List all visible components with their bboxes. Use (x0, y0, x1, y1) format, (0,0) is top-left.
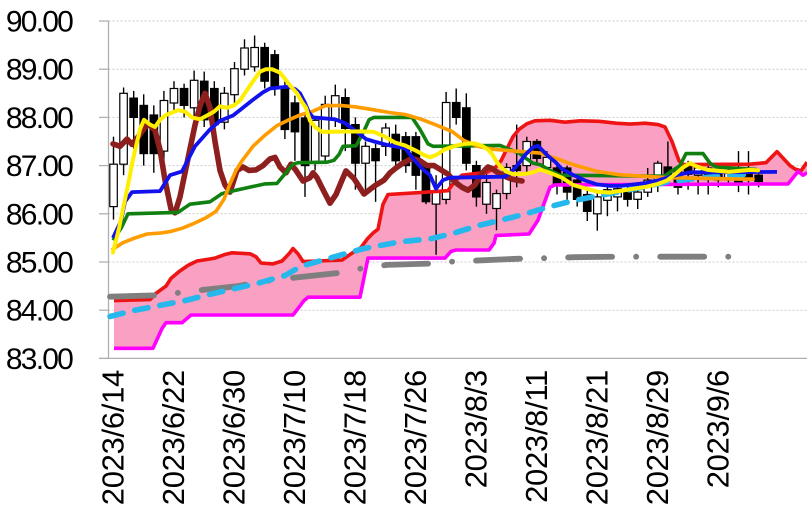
svg-text:2023/7/10: 2023/7/10 (277, 370, 312, 505)
svg-text:86.00: 86.00 (6, 198, 73, 231)
svg-text:2023/8/11: 2023/8/11 (519, 370, 554, 503)
svg-text:84.00: 84.00 (6, 295, 73, 328)
svg-text:88.00: 88.00 (6, 102, 73, 135)
svg-text:89.00: 89.00 (6, 54, 73, 87)
svg-text:87.00: 87.00 (6, 150, 73, 183)
svg-text:83.00: 83.00 (6, 343, 73, 376)
svg-text:2023/7/18: 2023/7/18 (337, 370, 372, 505)
svg-text:2023/8/21: 2023/8/21 (579, 370, 614, 505)
svg-text:2023/6/30: 2023/6/30 (217, 370, 252, 505)
svg-text:2023/7/26: 2023/7/26 (398, 370, 433, 505)
svg-text:2023/8/3: 2023/8/3 (458, 370, 493, 488)
svg-text:2023/6/14: 2023/6/14 (96, 370, 131, 505)
svg-text:90.00: 90.00 (6, 6, 73, 39)
svg-text:85.00: 85.00 (6, 247, 73, 280)
svg-text:2023/6/22: 2023/6/22 (156, 370, 191, 505)
svg-text:2023/9/6: 2023/9/6 (700, 370, 735, 488)
svg-text:2023/8/29: 2023/8/29 (640, 370, 675, 505)
